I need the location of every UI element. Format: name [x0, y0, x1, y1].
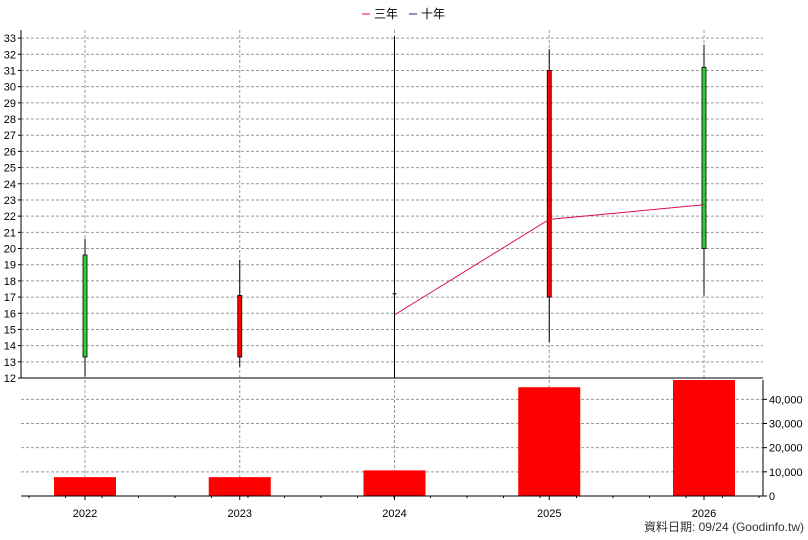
- price-tick-label: 12: [4, 373, 16, 385]
- series-line-3y: [394, 204, 705, 316]
- volume-bar: [518, 387, 581, 496]
- axes: [20, 30, 764, 497]
- price-tick-label: 28: [4, 114, 16, 126]
- volume-bar: [208, 477, 271, 496]
- price-tick-label: 29: [4, 98, 16, 110]
- x-tick-label: 2026: [692, 508, 716, 520]
- price-tick-label: 14: [4, 341, 16, 353]
- candle-body: [701, 66, 707, 249]
- price-tick-label: 25: [4, 163, 16, 175]
- volume-bars: [54, 380, 735, 496]
- price-tick-label: 13: [4, 357, 16, 369]
- price-tick-label: 31: [4, 65, 16, 77]
- grid: [21, 30, 763, 496]
- price-tick-label: 17: [4, 292, 16, 304]
- data-date-footer: 資料日期: 09/24 (Goodinfo.tw): [644, 520, 804, 534]
- x-tick-label: 2025: [537, 508, 561, 520]
- x-axis: 2022 2023 2024 2025 2026: [28, 496, 760, 520]
- price-tick-label: 30: [4, 82, 16, 94]
- x-tick-label: 2024: [382, 508, 406, 520]
- moving-average-lines: [394, 204, 705, 316]
- legend: 三年 十年: [362, 7, 445, 21]
- price-tick-label: 19: [4, 260, 16, 272]
- volume-axis: 0 10,000 20,000 30,000 40,000: [763, 394, 803, 503]
- volume-bar: [673, 380, 735, 496]
- volume-tick-label: 30,000: [769, 419, 803, 431]
- candle-body: [82, 254, 88, 358]
- volume-tick-label: 20,000: [769, 443, 803, 455]
- price-tick-label: 23: [4, 195, 16, 207]
- price-tick-label: 26: [4, 146, 16, 158]
- candle-body: [237, 295, 243, 358]
- volume-tick-label: 40,000: [769, 394, 803, 406]
- price-tick-label: 21: [4, 227, 16, 239]
- price-tick-label: 15: [4, 324, 16, 336]
- price-tick-label: 16: [4, 308, 16, 320]
- volume-tick-label: 10,000: [769, 467, 803, 479]
- price-tick-label: 33: [4, 33, 16, 45]
- volume-tick-label: 0: [769, 491, 775, 503]
- volume-bar: [54, 477, 116, 496]
- price-tick-label: 22: [4, 211, 16, 223]
- x-tick-label: 2022: [73, 508, 97, 520]
- price-tick-label: 20: [4, 244, 16, 256]
- volume-bar: [363, 470, 426, 496]
- legend-label-10y: 十年: [421, 7, 445, 21]
- price-tick-label: 27: [4, 130, 16, 142]
- legend-label-3y: 三年: [374, 7, 398, 21]
- price-tick-label: 24: [4, 179, 16, 191]
- x-tick-label: 2023: [228, 508, 252, 520]
- price-tick-label: 32: [4, 49, 16, 61]
- candle-body: [546, 70, 552, 298]
- price-tick-label: 18: [4, 276, 16, 288]
- price-axis: 12 13 14 15 16 17 18 19 20 21 22 23 24 25 26 27 28 29 30 31…: [4, 33, 21, 385]
- candles: [82, 36, 707, 378]
